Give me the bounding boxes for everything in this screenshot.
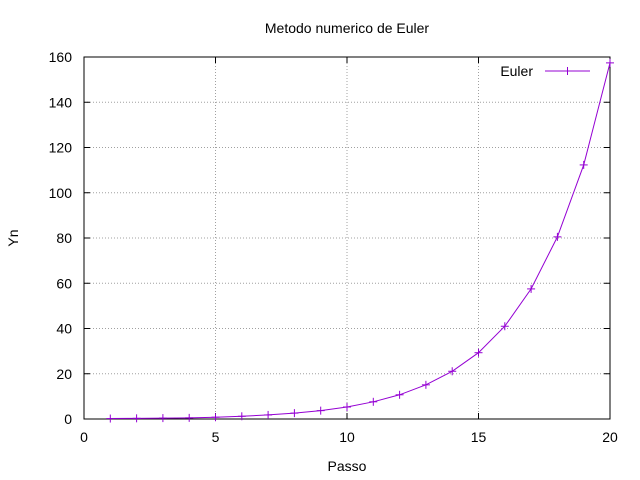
data-point-marker: [553, 232, 562, 241]
x-tick-label: 5: [212, 429, 220, 445]
x-tick-label: 20: [602, 429, 618, 445]
series-line-euler: [110, 62, 611, 420]
data-point-marker: [237, 412, 246, 421]
data-point-marker: [421, 380, 430, 389]
x-tick-label: 15: [471, 429, 487, 445]
data-point-marker: [500, 322, 509, 331]
data-point-marker: [369, 397, 378, 406]
y-tick-label: 40: [56, 321, 72, 337]
legend-swatch-marker: [563, 67, 572, 75]
y-tick-label: 20: [56, 366, 72, 382]
data-point-marker: [474, 348, 483, 357]
data-point-marker: [316, 406, 325, 415]
data-point-marker: [106, 414, 115, 423]
data-point-marker: [579, 160, 588, 169]
y-tick-label: 160: [49, 49, 73, 65]
data-point-marker: [158, 414, 167, 423]
x-tick-label: 10: [339, 429, 355, 445]
y-tick-label: 140: [49, 94, 73, 110]
y-tick-label: 120: [49, 140, 73, 156]
y-tick-label: 100: [49, 185, 73, 201]
y-tick-label: 0: [64, 411, 72, 427]
chart-title: Metodo numerico de Euler: [265, 20, 430, 36]
y-tick-label: 80: [56, 230, 72, 246]
grid: [84, 57, 610, 419]
y-axis-label: Yn: [5, 229, 21, 246]
data-point-marker: [395, 390, 404, 399]
data-point-marker: [606, 58, 614, 67]
data-point-marker: [264, 410, 273, 419]
legend: Euler: [500, 63, 590, 79]
data-point-marker: [211, 413, 220, 422]
data-point-marker: [448, 367, 457, 376]
y-tick-label: 60: [56, 275, 72, 291]
series-layer: [106, 58, 614, 423]
data-point-marker: [185, 413, 194, 422]
data-point-marker: [343, 403, 351, 412]
data-point-marker: [132, 414, 141, 423]
legend-label: Euler: [500, 63, 533, 79]
data-point-marker: [527, 284, 536, 293]
axis-ticks: 0 5 10 15 20 0 20 40 60 80 100 120 140 160: [49, 49, 618, 445]
x-axis-label: Passo: [328, 458, 367, 474]
x-tick-label: 0: [80, 429, 88, 445]
data-point-marker: [290, 409, 299, 418]
